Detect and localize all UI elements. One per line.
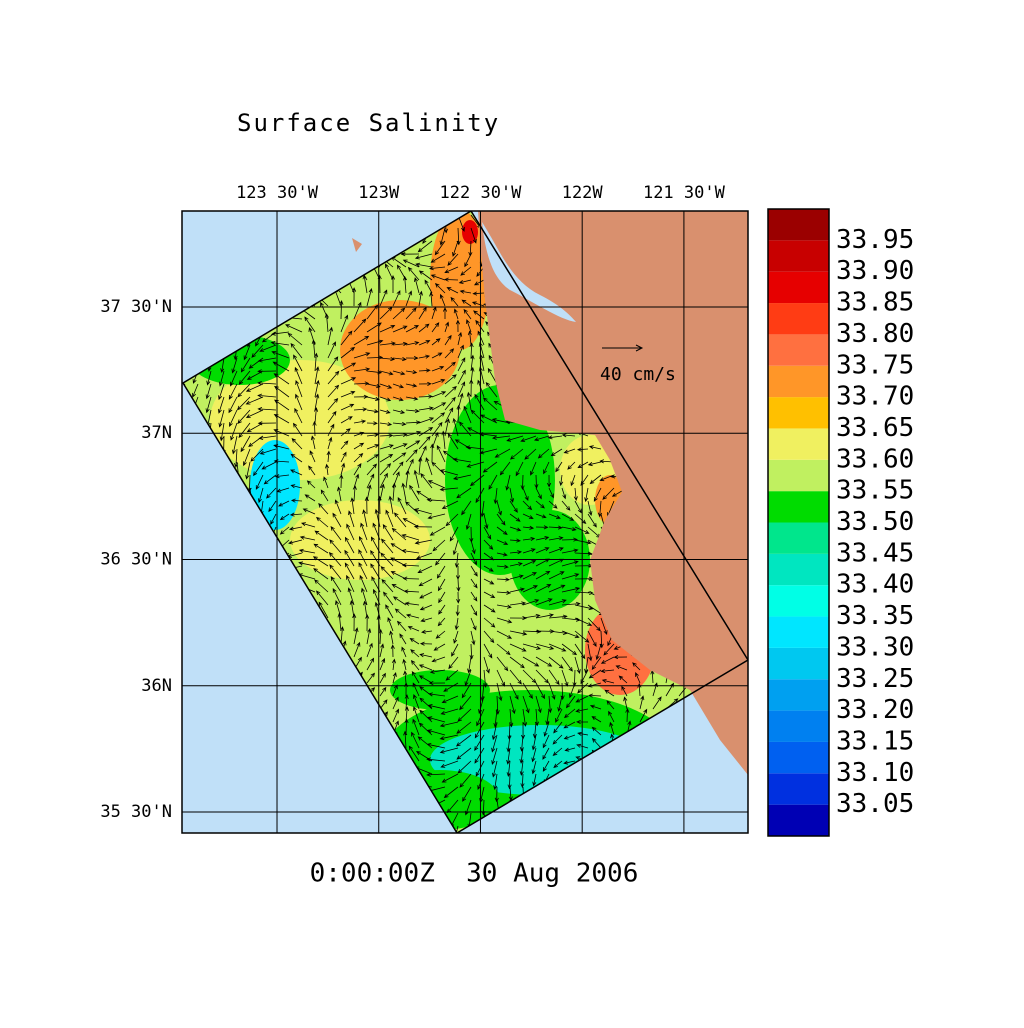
color-swatch <box>768 647 829 680</box>
color-swatch <box>768 303 829 335</box>
colorbar-label: 33.40 <box>836 570 914 600</box>
color-swatch <box>768 428 829 460</box>
colorbar-label: 33.65 <box>836 413 914 443</box>
domain-outline <box>182 211 748 833</box>
colorbar-label: 33.35 <box>836 601 914 631</box>
color-swatch <box>768 773 829 805</box>
colorbar-label: 33.85 <box>836 288 914 318</box>
lon-tick-label: 123 30'W <box>236 183 319 203</box>
lat-tick-label: 37N <box>141 423 172 443</box>
map-area <box>182 211 748 833</box>
colorbar-frame <box>767 208 830 837</box>
color-swatch <box>768 271 829 304</box>
colorbar: 33.9533.9033.8533.8033.7533.7033.6533.60… <box>767 208 914 837</box>
color-swatch <box>768 365 829 398</box>
colorbar-label: 33.15 <box>836 726 914 756</box>
salinity-patch <box>210 360 390 480</box>
colorbar-label: 33.95 <box>836 225 914 255</box>
salinity-patch <box>462 220 478 244</box>
land <box>478 211 748 775</box>
timestamp: 0:00:00Z 30 Aug 2006 <box>310 859 639 889</box>
color-swatch <box>768 741 829 774</box>
colorbar-label: 33.55 <box>836 476 914 506</box>
island <box>352 238 362 252</box>
lon-tick-label: 122W <box>562 183 604 203</box>
lon-tick-label: 121 30'W <box>643 183 726 203</box>
salinity-patch <box>340 300 460 400</box>
lat-tick-label: 37 30'N <box>100 297 172 317</box>
colorbar-label: 33.30 <box>836 632 914 662</box>
colorbar-label: 33.50 <box>836 507 914 537</box>
color-swatch <box>768 491 829 523</box>
colorbar-label: 33.20 <box>836 695 914 725</box>
salinity-patch <box>390 670 490 710</box>
lat-tick-label: 36N <box>141 676 172 696</box>
color-swatch <box>768 522 829 554</box>
color-swatch <box>768 334 829 366</box>
map-frame <box>181 210 749 834</box>
color-swatch <box>768 804 829 836</box>
colorbar-label: 33.70 <box>836 382 914 412</box>
bay <box>482 222 576 322</box>
colorbar-label: 33.90 <box>836 256 914 286</box>
color-swatch <box>768 209 829 241</box>
colorbar-label: 33.45 <box>836 538 914 568</box>
color-swatch <box>768 553 829 586</box>
lat-tick-label: 35 30'N <box>100 802 172 822</box>
colorbar-label: 33.05 <box>836 789 914 819</box>
colorbar-label: 33.80 <box>836 319 914 349</box>
colorbar-label: 33.75 <box>836 350 914 380</box>
title: Surface Salinity <box>237 109 500 137</box>
scale-arrowhead <box>635 344 644 352</box>
color-swatch <box>768 616 829 648</box>
lon-tick-label: 123W <box>358 183 400 203</box>
color-swatch <box>768 679 829 711</box>
color-swatch <box>768 459 829 492</box>
color-swatch <box>768 710 829 742</box>
lat-tick-label: 36 30'N <box>100 550 172 570</box>
color-swatch <box>768 397 829 429</box>
color-swatch <box>768 585 829 617</box>
colorbar-label: 33.60 <box>836 444 914 474</box>
graticule <box>182 211 748 833</box>
lon-tick-label: 122 30'W <box>440 183 523 203</box>
colorbar-label: 33.25 <box>836 664 914 694</box>
colorbar-label: 33.10 <box>836 758 914 788</box>
scale-label: 40 cm/s <box>600 364 676 385</box>
color-swatch <box>768 240 829 272</box>
